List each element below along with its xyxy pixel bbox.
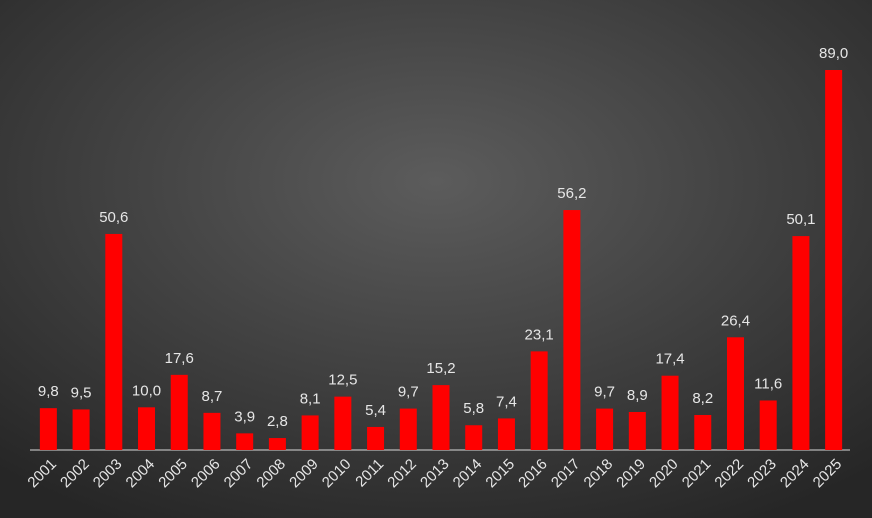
- bar: [138, 407, 156, 450]
- value-label: 8,7: [202, 388, 223, 405]
- bar: [792, 236, 810, 450]
- value-label: 17,4: [655, 351, 684, 368]
- value-label: 9,8: [38, 383, 59, 400]
- value-label: 12,5: [328, 372, 357, 389]
- bar: [563, 210, 581, 450]
- bar: [399, 408, 417, 450]
- value-label: 8,9: [627, 387, 648, 404]
- value-label: 17,6: [165, 350, 194, 367]
- bar: [236, 433, 254, 450]
- value-label: 9,5: [71, 384, 92, 401]
- bar: [465, 425, 483, 450]
- value-label: 50,6: [99, 209, 128, 226]
- value-label: 15,2: [426, 360, 455, 377]
- value-label: 56,2: [557, 185, 586, 202]
- bar: [596, 408, 614, 450]
- value-label: 3,9: [234, 408, 255, 425]
- bar: [268, 438, 286, 450]
- bar: [170, 374, 188, 450]
- bar: [726, 337, 744, 450]
- bar: [432, 385, 450, 450]
- value-label: 23,1: [525, 326, 554, 343]
- value-label: 11,6: [754, 375, 782, 392]
- bar: [661, 375, 679, 450]
- value-label: 9,7: [594, 384, 615, 401]
- bar: [39, 408, 57, 450]
- value-label: 5,8: [463, 400, 484, 417]
- value-label: 10,0: [132, 382, 161, 399]
- value-label: 9,7: [398, 384, 419, 401]
- bar: [628, 412, 646, 450]
- value-label: 5,4: [365, 402, 386, 419]
- value-label: 7,4: [496, 393, 517, 410]
- bar: [497, 418, 515, 450]
- value-label: 8,2: [692, 390, 713, 407]
- value-label: 89,0: [819, 45, 848, 62]
- bar: [203, 412, 221, 450]
- bar: [72, 409, 90, 450]
- bar: [530, 351, 548, 450]
- bar: [759, 400, 777, 450]
- value-label: 26,4: [721, 312, 750, 329]
- bar: [694, 414, 712, 450]
- bar: [105, 233, 123, 450]
- value-label: 50,1: [786, 211, 815, 228]
- bar: [825, 70, 843, 450]
- value-label: 8,1: [300, 390, 321, 407]
- bar: [367, 426, 385, 450]
- value-label: 2,8: [267, 413, 288, 430]
- bar: [334, 396, 352, 450]
- bar: [301, 415, 319, 450]
